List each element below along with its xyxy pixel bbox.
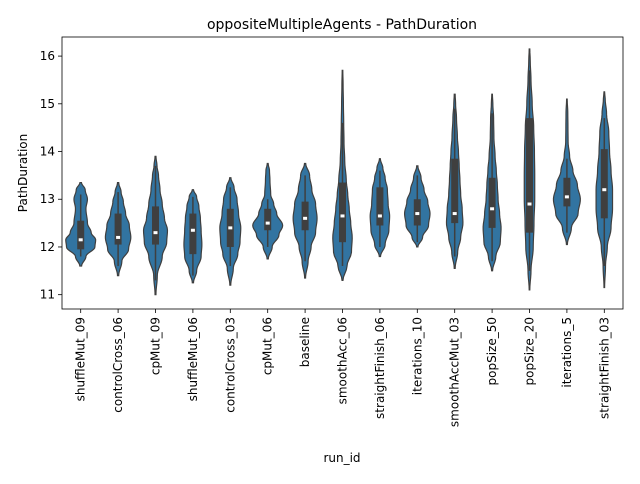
x-tick-label: popSize_50: [485, 317, 499, 385]
y-tick-label: 12: [40, 240, 55, 254]
y-tick-label: 15: [40, 97, 55, 111]
violin-median: [190, 228, 195, 232]
violin-straightFinish_03: [595, 91, 614, 289]
x-axis-label: run_id: [323, 451, 360, 465]
x-axis: shuffleMut_09 controlCross_06 cpMut_09 shuf…: [74, 309, 611, 427]
violin-popSize_50: [482, 93, 502, 272]
violin-shuffleMut_06: [183, 189, 203, 284]
violin-cpMut_06: [252, 162, 284, 260]
violin-iqr-box: [488, 177, 496, 228]
violin-iqr-box: [152, 206, 159, 245]
violin-median: [602, 188, 607, 192]
x-tick-label: iterations_10: [410, 317, 424, 395]
violin-median: [564, 195, 569, 199]
violin-median: [452, 212, 457, 216]
y-tick-label: 11: [40, 288, 55, 302]
violin-iqr-box: [600, 149, 608, 219]
violin-straightFinish_06: [369, 158, 391, 258]
y-tick-label: 14: [40, 145, 55, 159]
x-tick-label: popSize_20: [523, 317, 537, 385]
y-tick-label: 16: [40, 49, 55, 63]
violin-shuffleMut_09: [65, 181, 97, 267]
violin-popSize_20: [523, 48, 536, 291]
y-tick-label: 13: [40, 192, 55, 206]
violin-iqr-box: [451, 158, 459, 224]
violin-iqr-box: [77, 220, 85, 250]
violin-baseline: [292, 162, 318, 279]
violin-median: [303, 216, 308, 220]
violin-median: [116, 235, 121, 239]
violin-median: [228, 226, 233, 230]
x-tick-label: shuffleMut_06: [186, 317, 200, 401]
violin-median: [78, 238, 83, 242]
violin-smoothAccMut_03: [445, 93, 464, 270]
plot-area: shuffleMut_09 controlCross_06 cpMut_09 shuf…: [40, 36, 624, 427]
violins: [65, 48, 614, 296]
violin-iterations_5: [552, 98, 581, 246]
x-tick-label: shuffleMut_09: [74, 317, 88, 401]
plot-frame: [61, 36, 624, 310]
violin-median: [377, 214, 382, 218]
x-tick-label: baseline: [298, 317, 312, 367]
x-tick-label: smoothAccMut_03: [448, 317, 462, 427]
x-tick-label: straightFinish_06: [373, 317, 387, 419]
violin-iterations_10: [403, 165, 431, 248]
violin-median: [415, 212, 420, 216]
violin-controlCross_06: [104, 181, 132, 277]
x-tick-label: controlCross_03: [223, 317, 237, 413]
violin-controlCross_03: [219, 177, 242, 286]
y-axis: 11 12 13 14 15 16: [40, 49, 62, 302]
violin-median: [153, 231, 158, 235]
chart-title: oppositeMultipleAgents - PathDuration: [207, 17, 477, 33]
violin-iqr-box: [114, 213, 122, 245]
violin-smoothAcc_06: [332, 69, 353, 281]
violin-iqr-box: [339, 182, 346, 243]
violin-median: [527, 202, 532, 206]
violin-median: [265, 221, 270, 225]
x-tick-label: smoothAcc_06: [336, 317, 350, 404]
violin-median: [490, 207, 495, 211]
violin-median: [340, 214, 345, 218]
violin-cpMut_09: [142, 155, 169, 296]
violin-iqr-box: [563, 177, 571, 207]
x-tick-label: iterations_5: [560, 317, 574, 388]
x-tick-label: straightFinish_03: [597, 317, 611, 419]
x-tick-label: controlCross_06: [111, 317, 125, 413]
violin-iqr-box: [189, 213, 197, 255]
x-tick-label: cpMut_06: [261, 317, 275, 375]
violin-iqr-box: [526, 118, 533, 233]
violin-iqr-box: [301, 201, 309, 231]
y-axis-label: PathDuration: [16, 134, 30, 212]
x-tick-label: cpMut_09: [149, 317, 163, 375]
violin-iqr-box: [264, 208, 272, 231]
violin-iqr-box: [376, 187, 384, 226]
